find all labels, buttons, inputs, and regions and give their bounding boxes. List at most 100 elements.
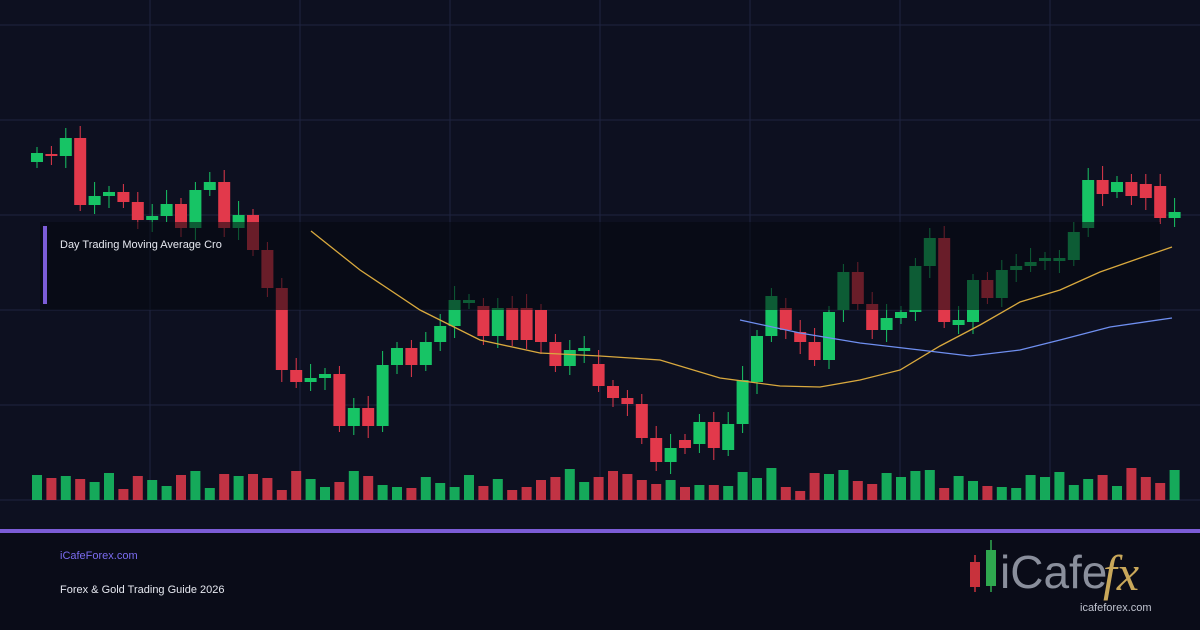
volume-bar [622,474,633,500]
candle [477,306,490,336]
candle [520,308,533,340]
volume-bar [348,471,359,500]
volume-bar [536,480,546,500]
candle [1139,184,1152,198]
candle [31,153,43,162]
volume-bar [1025,475,1036,500]
candle [506,308,519,340]
logo-word: iCafe [1000,546,1107,598]
volume-bar [478,486,489,500]
volume-bar [1169,470,1180,500]
candle [88,196,101,205]
volume-bar [780,487,791,500]
candle [563,350,576,366]
volume-bar [147,480,158,500]
candle [74,138,87,205]
volume-bar [248,474,258,500]
volume-bar [60,476,71,500]
candle [664,448,677,462]
volume-bar [608,471,618,500]
site: iCafeForex.com [60,550,138,562]
volume-bar [896,477,906,500]
candle [419,342,432,365]
volume-bar [132,476,143,500]
volume-bar [651,484,662,500]
volume-bar [276,490,287,500]
volume-bar [1097,475,1108,500]
volume-bar [694,485,705,500]
moving-average-slow [739,317,1173,357]
candle [866,304,879,330]
volume-bar [910,471,921,500]
logo-icon [970,540,996,592]
candle [1082,180,1095,228]
subtitle: Forex & Gold Trading Guide 2026 [60,584,225,596]
volume-bar [420,477,431,500]
divider [0,529,1200,533]
candle [650,438,663,462]
candle [880,318,893,330]
candle [117,192,130,202]
volume-bar [320,487,330,500]
volume-bar [233,476,244,500]
candle [1125,182,1138,196]
volume-bar [176,475,186,500]
volume-bar [636,480,647,500]
volume-bar [507,490,518,500]
logo-accent: fx [1103,545,1139,601]
candle [635,404,648,438]
volume-bar [924,470,935,500]
volume-bar [190,471,201,500]
candle [405,348,418,365]
volume-bar [1126,468,1137,500]
volume-bar [204,488,215,500]
candle [347,408,360,426]
volume-bar [593,477,604,500]
volume-bar [708,485,719,500]
volume-bar [406,488,417,500]
volume-bar [665,480,676,500]
volume-bar [1054,472,1065,500]
volume-bar [737,472,748,500]
volume-bar [161,486,172,500]
volume-bar [492,479,503,500]
volume-bar [1040,477,1050,500]
candle [45,154,58,156]
volume-bar [564,469,575,500]
volume-bar [852,481,863,500]
volume-bar [46,478,57,500]
volume-bar [1155,483,1166,500]
volume-bar [219,474,230,500]
volume-bar [75,479,86,500]
volume-bar [363,476,374,500]
volume-bar [680,487,690,500]
footer-bg [0,533,1200,630]
candle [391,348,403,365]
candle [707,422,720,448]
candle [1168,212,1181,218]
volume-bar [953,476,964,500]
volume-bar [550,477,561,500]
candle [59,138,72,156]
candle [578,348,591,351]
volume-bar [996,487,1007,500]
volume-bar [766,468,777,500]
candle [823,312,835,360]
volume-bar [1068,485,1079,500]
candle [679,440,691,448]
candle [376,365,389,426]
volume-bar [579,482,590,500]
candle [895,312,907,318]
volume-bar [795,491,806,500]
candle [146,216,159,220]
title-accent [43,226,47,304]
volume-bar [118,489,129,500]
candle [1111,182,1123,192]
candle [621,398,634,404]
volume-bar [838,470,849,500]
candle [952,320,965,325]
logo-url: icafeforex.com [1080,602,1152,614]
volume-bar [262,478,273,500]
candle [304,378,317,382]
